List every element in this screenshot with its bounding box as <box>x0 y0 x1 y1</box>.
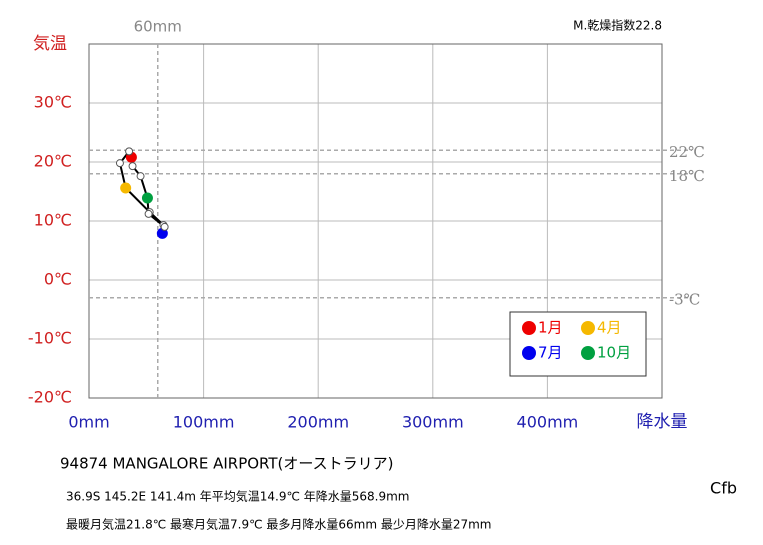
month-point <box>128 162 137 171</box>
y-tick-label: 10℃ <box>34 211 72 230</box>
month-point <box>160 222 169 231</box>
legend-label: 10月 <box>597 344 631 362</box>
x-tick-label: 0mm <box>68 413 109 432</box>
plot-border <box>88 43 663 399</box>
x-tick-label: 300mm <box>402 413 464 432</box>
legend-swatch <box>581 346 595 360</box>
month-point <box>144 209 153 218</box>
legend-label: 4月 <box>597 319 622 337</box>
reference-label: 60mm <box>134 18 182 36</box>
y-axis-label: 気温 <box>33 34 67 54</box>
station-name: 94874 MANGALORE AIRPORT(オーストラリア) <box>60 455 394 473</box>
month-point <box>115 159 124 168</box>
legend-label: 1月 <box>538 319 563 337</box>
month-point <box>125 147 134 156</box>
legend-label: 7月 <box>538 344 563 362</box>
x-tick-label: 200mm <box>287 413 349 432</box>
reference-label: 22℃ <box>669 143 705 161</box>
y-tick-label: 20℃ <box>34 152 72 171</box>
month-point <box>141 192 153 204</box>
reference-label: -3℃ <box>669 291 700 309</box>
legend-swatch <box>581 321 595 335</box>
station-info: 36.9S 145.2E 141.4m 年平均気温14.9℃ 年降水量568.9… <box>66 489 410 504</box>
x-axis-label: 降水量 <box>637 412 688 432</box>
aridity-index: M.乾燥指数22.8 <box>573 18 662 33</box>
y-tick-label: -20℃ <box>28 388 72 407</box>
month-point <box>136 172 145 181</box>
reference-label: 18℃ <box>669 167 705 185</box>
y-tick-label: 0℃ <box>44 270 72 289</box>
climate-class: Cfb <box>710 479 737 498</box>
y-tick-label: -10℃ <box>28 329 72 348</box>
station-info: 最暖月気温21.8℃ 最寒月気温7.9℃ 最多月降水量66mm 最少月降水量27… <box>66 517 492 532</box>
x-tick-label: 100mm <box>173 413 235 432</box>
legend-swatch <box>522 346 536 360</box>
month-point <box>120 182 132 194</box>
legend-swatch <box>522 321 536 335</box>
x-tick-label: 400mm <box>517 413 579 432</box>
y-tick-label: 30℃ <box>34 93 72 112</box>
